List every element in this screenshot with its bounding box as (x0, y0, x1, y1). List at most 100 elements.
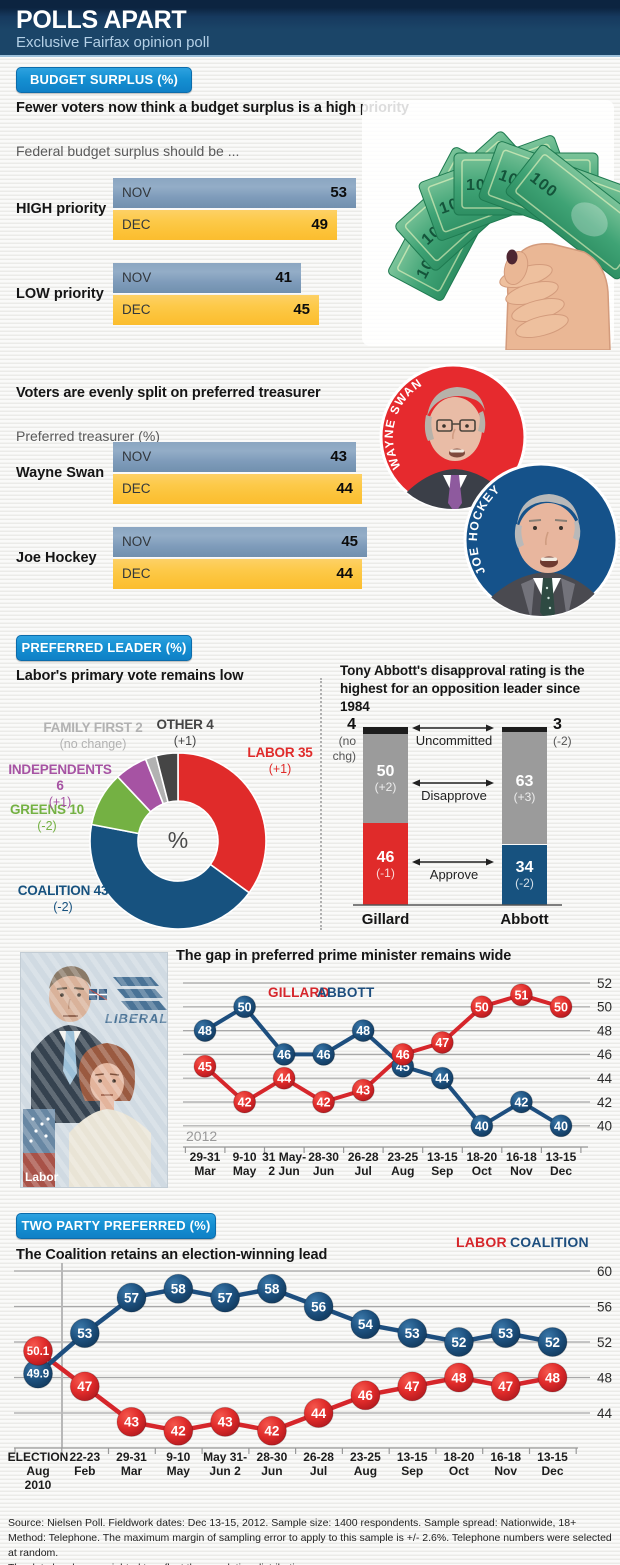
donut-slice-labor (177, 752, 267, 894)
donut-center-label: % (167, 827, 189, 853)
data-point-value: 46 (317, 1048, 331, 1062)
data-point-value: 57 (218, 1291, 233, 1306)
x-axis-label: 13-15 Sep (427, 1150, 458, 1178)
data-point-value: 51 (514, 988, 528, 1002)
approval-category-gillard: Gillard (361, 911, 410, 928)
bar-dec-high-priority: DEC 49 (113, 210, 337, 240)
section-divider (320, 678, 322, 930)
x-axis-label: 13-15 Dec (546, 1150, 577, 1178)
data-point-value: 50 (475, 1000, 489, 1014)
legend-labor: LABOR (456, 1234, 507, 1250)
y-axis-label: 46 (597, 1047, 612, 1062)
donut-label-text: OTHER 4 (156, 717, 214, 732)
y-axis-label: 50 (597, 1000, 612, 1015)
approval-category-abbott: Abbott (500, 911, 549, 928)
data-point-labor: 48 (537, 1362, 568, 1393)
data-point-labor: 46 (350, 1380, 381, 1411)
segment-change: (+3) (513, 789, 536, 804)
data-point-value: 43 (356, 1084, 370, 1098)
category-label: LOW priority (16, 286, 104, 302)
wayne-swan-photo: WAYNE SWAN (379, 363, 527, 511)
legend-coalition: COALITION (510, 1234, 589, 1250)
data-point-abbott: 44 (430, 1066, 454, 1090)
data-point-coalition: 54 (350, 1309, 381, 1340)
bar-series-label: DEC (122, 566, 151, 581)
bar-series-label: NOV (122, 185, 152, 200)
y-axis-label: 52 (597, 976, 612, 991)
legend-gillard: GILLARD (268, 985, 330, 1000)
stack-segment-gillard-approve: 46 (-1) (363, 823, 408, 905)
bar-nov-wayne-swan: NOV 43 (113, 442, 356, 472)
x-axis-label: 29-31 Mar (116, 1450, 147, 1478)
data-point-value: 58 (264, 1282, 280, 1297)
data-point-gillard: 45 (193, 1054, 217, 1078)
source-line: Source: Nielsen Poll. Fieldwork dates: D… (8, 1517, 577, 1529)
x-axis-label: 9-10 May (233, 1150, 257, 1178)
data-point-gillard: 50 (549, 995, 573, 1019)
x-axis-label: 18-20 Oct (466, 1150, 497, 1178)
segment-value: 50 (376, 763, 395, 781)
data-point-value: 49.9 (27, 1369, 49, 1381)
data-point-coalition: 53 (397, 1318, 428, 1349)
uncommitted-label-abbott: 3 (-2) (553, 716, 572, 748)
data-point-value: 58 (171, 1282, 187, 1297)
page-subtitle: Exclusive Fairfax opinion poll (16, 34, 210, 51)
treasurer-headline: Voters are evenly split on preferred tre… (16, 385, 321, 401)
y-axis-label: 40 (597, 1119, 612, 1134)
x-axis-label: 26-28 Jul (303, 1450, 334, 1478)
data-point-labor: 47 (69, 1371, 100, 1402)
section-badge-budget-surplus: BUDGET SURPLUS (%) (16, 67, 192, 93)
data-point-abbott: 40 (470, 1114, 494, 1138)
treasurer-subhead: Preferred treasurer (%) (16, 428, 160, 444)
stack-segment-abbott-disapprove: 63 (+3) (502, 732, 547, 845)
donut-label-text: FAMILY FIRST 2 (43, 720, 143, 735)
bar-value: 53 (330, 184, 347, 201)
data-point-value: 56 (311, 1299, 327, 1314)
pm-chart-title: The gap in preferred prime minister rema… (176, 948, 512, 964)
data-point-gillard: 50 (470, 995, 494, 1019)
gillard-figure (69, 1043, 151, 1187)
bar-value: 41 (275, 269, 292, 286)
x-axis-label: 16-18 Nov (506, 1150, 537, 1178)
year-label: 2012 (186, 1128, 217, 1144)
bar-dec-wayne-swan: DEC 44 (113, 474, 362, 504)
masthead: POLLS APART Exclusive Fairfax opinion po… (0, 0, 620, 57)
bar-series-label: NOV (122, 449, 152, 464)
x-axis-label: ELECTION Aug 2010 (8, 1450, 69, 1492)
donut-label-change: (+1) (48, 795, 72, 809)
data-point-value: 47 (405, 1379, 420, 1394)
donut-label-family-first: FAMILY FIRST 2 (no change) (38, 720, 148, 752)
data-point-value: 46 (358, 1388, 374, 1403)
segment-value: 63 (515, 772, 534, 790)
leaders-photo: LIBERAL Labor (20, 952, 168, 1188)
data-point-coalition: 52 (443, 1327, 474, 1357)
x-axis-label: 29-31 Mar (190, 1150, 221, 1178)
data-point-value: 48 (451, 1370, 467, 1385)
data-point-coalition: 57 (210, 1282, 241, 1313)
segment-change: (-1) (376, 865, 395, 880)
x-axis-label: 22-23 Feb (69, 1450, 100, 1478)
liberal-logo-text: LIBERAL (105, 1011, 167, 1026)
data-point-abbott: 50 (233, 995, 257, 1019)
category-label: HIGH priority (16, 201, 107, 217)
data-point-value: 54 (358, 1317, 374, 1332)
bar-value: 45 (341, 533, 358, 550)
donut-label-change: (no change) (59, 737, 127, 751)
stack-segment-abbott-uncommitted (502, 727, 547, 733)
joe-hockey-photo: JOE HOCKEY (463, 462, 619, 618)
data-point-coalition: 53 (69, 1318, 100, 1349)
data-point-value: 48 (198, 1024, 212, 1038)
bar-series-label: NOV (122, 270, 152, 285)
series-line-coalition (35, 1286, 555, 1376)
y-axis-label: 44 (597, 1406, 613, 1421)
data-point-labor: 48 (443, 1362, 474, 1393)
data-point-coalition: 52 (537, 1327, 568, 1357)
data-point-value: 53 (498, 1326, 514, 1341)
bar-dec-joe-hockey: DEC 44 (113, 559, 362, 589)
data-point-value: 42 (238, 1096, 252, 1110)
x-axis-label: 26-28 Jul (348, 1150, 379, 1178)
bar-nov-low-priority: NOV 41 (113, 263, 301, 293)
donut-label-independents: INDEPENDENTS 6 (+1) (4, 762, 116, 810)
